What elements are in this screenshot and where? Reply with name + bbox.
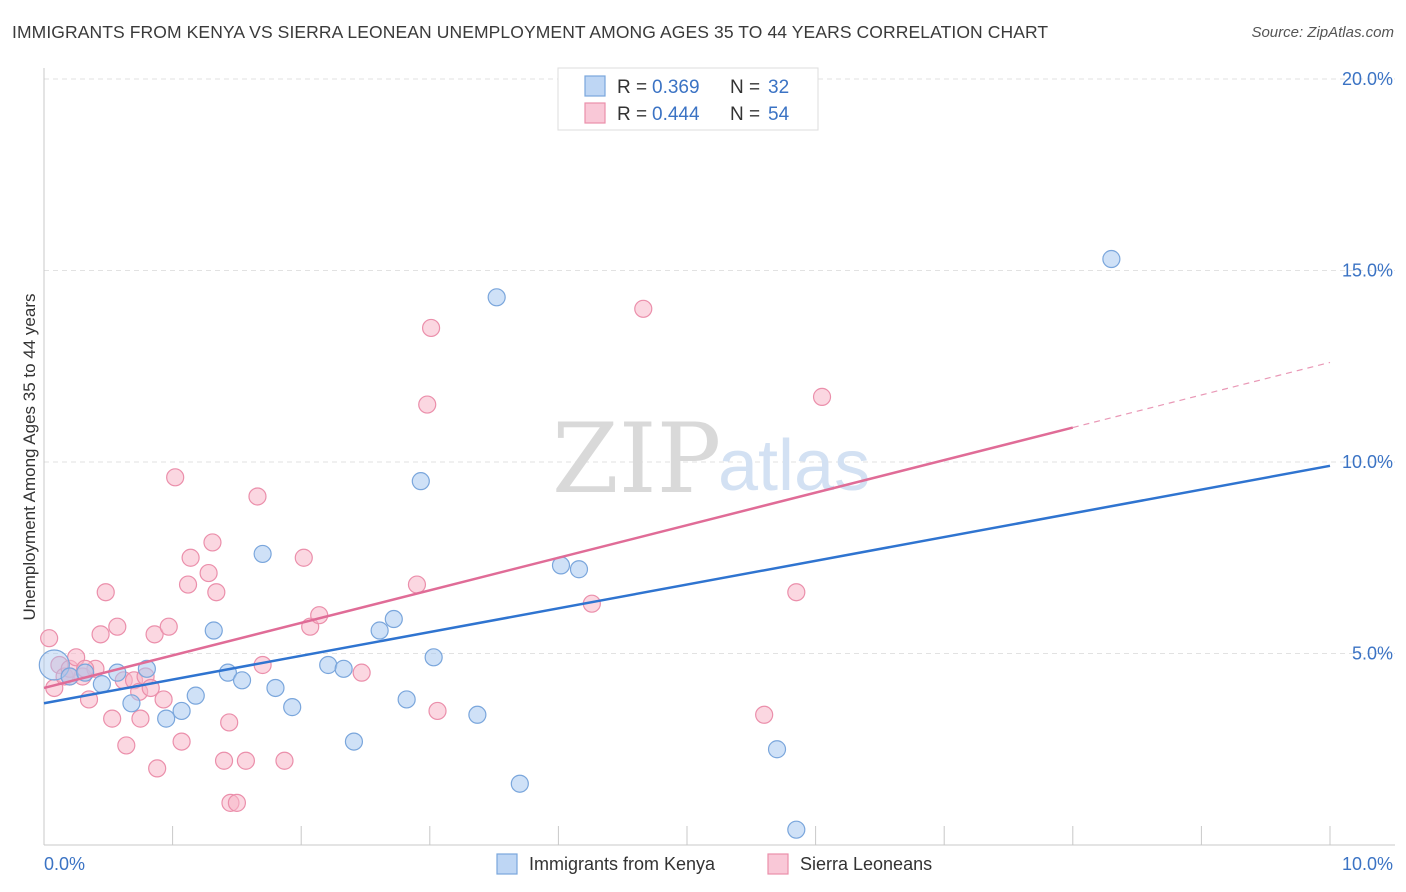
kenya-point bbox=[172, 701, 191, 721]
watermark-zip: ZIP bbox=[552, 403, 721, 515]
sierra-point bbox=[352, 663, 371, 682]
legend-r-label-kenya: R = bbox=[617, 77, 647, 98]
tick-labels: 5.0% 10.0% 15.0% 20.0% 0.0% 10.0% bbox=[44, 69, 1393, 874]
sierra-point bbox=[166, 468, 185, 487]
kenya-point bbox=[1102, 249, 1121, 269]
gridlines bbox=[44, 78, 1395, 654]
trend-lines bbox=[43, 361, 1331, 705]
x-tick-label: 0.0% bbox=[44, 854, 85, 874]
legend-r-value-sierra: 0.444 bbox=[652, 104, 700, 125]
legend-r-label-sierra: R = bbox=[617, 104, 647, 125]
sierra-point bbox=[207, 583, 226, 602]
watermark-atlas: atlas bbox=[718, 426, 870, 506]
series-legend-label-sierra: Sierra Leoneans bbox=[800, 854, 932, 874]
legend-n-label-kenya: N = bbox=[730, 77, 760, 98]
sierra-point bbox=[248, 487, 267, 506]
y-tick-label: 10.0% bbox=[1342, 452, 1393, 472]
sierra-point bbox=[199, 563, 218, 583]
sierra-point bbox=[40, 629, 59, 648]
correlation-legend: R = 0.369 N = 32 R = 0.444 N = 54 bbox=[557, 67, 819, 131]
sierra-point bbox=[203, 533, 222, 552]
sierra-point bbox=[103, 709, 122, 728]
sierra-point bbox=[428, 701, 447, 721]
sierra-point bbox=[755, 705, 774, 724]
kenya-point bbox=[232, 671, 252, 690]
sierra-point bbox=[407, 575, 427, 594]
kenya-point bbox=[253, 544, 272, 564]
kenya-point bbox=[344, 732, 364, 751]
kenya-trend-line bbox=[43, 464, 1331, 705]
sierra-point bbox=[117, 736, 136, 755]
kenya-point bbox=[334, 659, 353, 678]
kenya-point bbox=[122, 694, 141, 713]
kenya-point bbox=[569, 560, 589, 579]
kenya-point bbox=[204, 621, 223, 640]
legend-r-value-kenya: 0.369 bbox=[652, 77, 700, 98]
sierra-point bbox=[154, 690, 173, 709]
y-tick-label: 15.0% bbox=[1342, 261, 1393, 281]
sierra-point bbox=[236, 751, 256, 770]
kenya-point bbox=[92, 675, 111, 694]
kenya-point bbox=[767, 740, 787, 759]
sierra-point bbox=[145, 625, 164, 644]
series-legend: Immigrants from Kenya Sierra Leoneans bbox=[496, 853, 932, 875]
kenya-point bbox=[283, 698, 302, 717]
x-tick-label: 10.0% bbox=[1342, 854, 1393, 874]
sierra-point bbox=[96, 583, 115, 602]
kenya-point bbox=[787, 820, 806, 839]
axes bbox=[43, 68, 1395, 846]
sierra-point bbox=[421, 318, 441, 338]
kenya-point bbox=[137, 659, 156, 678]
kenya-point bbox=[510, 774, 529, 793]
y-axis-label: Unemployment Among Ages 35 to 44 years bbox=[20, 294, 39, 621]
sierra-point bbox=[294, 548, 313, 567]
sierra-point bbox=[159, 617, 178, 636]
legend-n-value-sierra: 54 bbox=[768, 104, 790, 125]
sierra-trend-extension bbox=[1072, 361, 1331, 429]
y-tick-label: 20.0% bbox=[1342, 69, 1393, 89]
sierra-point bbox=[178, 575, 198, 594]
kenya-point bbox=[319, 655, 338, 675]
y-tick-label: 5.0% bbox=[1352, 644, 1393, 664]
kenya-point bbox=[186, 686, 205, 705]
sierra-point bbox=[220, 713, 239, 732]
kenya-point bbox=[397, 690, 416, 709]
x-tick-marks bbox=[172, 826, 1331, 845]
sierra-point bbox=[787, 583, 806, 602]
watermark: ZIP atlas bbox=[552, 403, 870, 515]
kenya-point bbox=[487, 288, 506, 307]
legend-n-value-kenya: 32 bbox=[768, 77, 789, 98]
sierra-point bbox=[91, 625, 110, 644]
kenya-point bbox=[157, 709, 176, 728]
sierra-point bbox=[181, 548, 200, 567]
kenya-point bbox=[424, 648, 443, 667]
sierra-point bbox=[310, 606, 329, 625]
sierra-point bbox=[634, 299, 653, 318]
legend-swatch-kenya bbox=[584, 75, 606, 97]
source-credit: Source: ZipAtlas.com bbox=[1251, 24, 1394, 41]
series-legend-label-kenya: Immigrants from Kenya bbox=[529, 854, 716, 874]
sierra-point bbox=[214, 751, 234, 770]
sierra-point bbox=[108, 617, 127, 636]
sierra-point bbox=[172, 732, 191, 751]
legend-n-label-sierra: N = bbox=[730, 104, 760, 125]
sierra-point bbox=[131, 709, 150, 728]
series-legend-swatch-sierra bbox=[767, 853, 789, 875]
kenya-point bbox=[384, 609, 403, 629]
sierra-point bbox=[275, 751, 294, 770]
kenya-point bbox=[370, 621, 389, 640]
sierra-point bbox=[812, 387, 832, 406]
kenya-point bbox=[266, 678, 285, 698]
series-legend-swatch-kenya bbox=[496, 853, 518, 875]
chart-title: IMMIGRANTS FROM KENYA VS SIERRA LEONEAN … bbox=[12, 22, 1049, 42]
sierra-trend-line bbox=[43, 426, 1074, 690]
kenya-point bbox=[411, 472, 430, 491]
sierra-point bbox=[227, 793, 246, 812]
sierra-point bbox=[418, 395, 437, 414]
data-points bbox=[38, 249, 1121, 839]
kenya-point bbox=[468, 705, 487, 724]
legend-swatch-sierra bbox=[584, 102, 606, 124]
sierra-point bbox=[148, 759, 167, 778]
